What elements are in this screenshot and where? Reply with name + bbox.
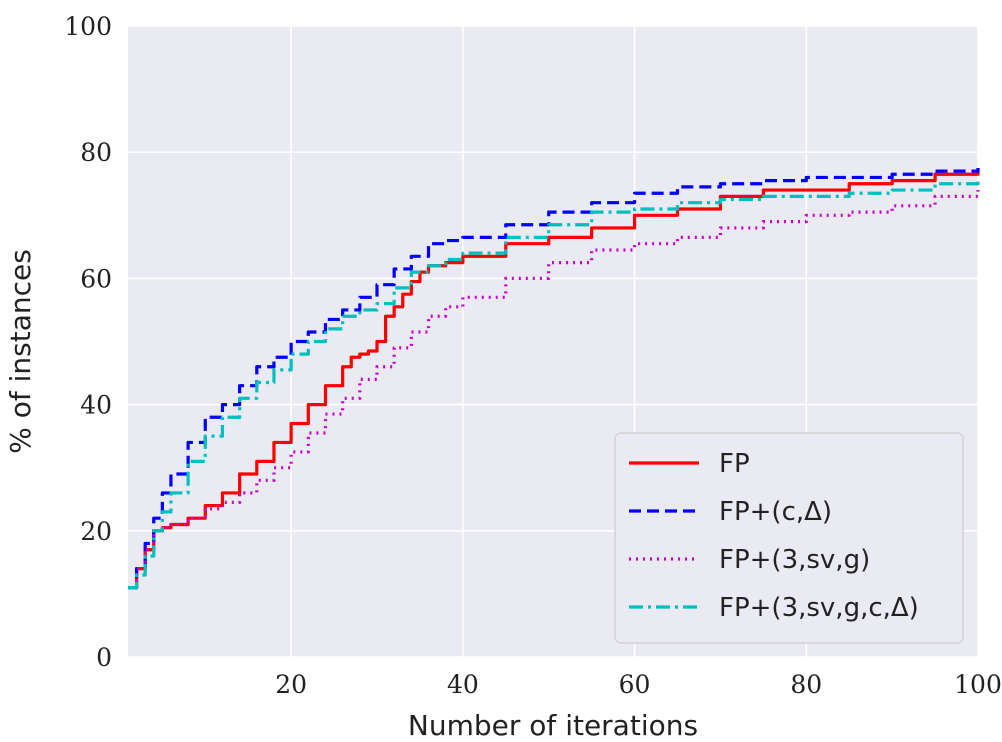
series-line [128,167,980,590]
legend-frame [614,432,964,644]
series-line [128,190,980,590]
grid-lines [128,25,979,658]
x-axis-label: Number of iterations [408,709,698,742]
x-tick-label: 20 [275,670,307,699]
x-tick-label: 60 [619,670,651,699]
y-tick-label: 60 [80,264,112,293]
series-line [128,180,980,590]
x-tick-labels: 20 40 60 80 100 [275,670,1002,699]
y-tick-label: 80 [80,138,112,167]
legend-label: FP+(c,Δ) [719,497,832,527]
y-tick-label: 100 [64,12,112,41]
legend-label: FP+(3,sv,g,c,Δ) [719,593,919,623]
series-layer [128,167,980,590]
y-tick-labels: 0 20 40 60 80 100 [64,12,112,672]
legend-label: FP [719,449,750,479]
y-tick-label: 0 [96,643,112,672]
x-tick-label: 40 [447,670,479,699]
y-tick-label: 20 [80,517,112,546]
legend: FP FP+(c,Δ) FP+(3,sv,g) FP+(3,sv,g,c,Δ) [614,432,964,644]
legend-label: FP+(3,sv,g) [719,545,870,575]
series-line [128,167,980,590]
x-tick-label: 80 [790,670,822,699]
y-tick-label: 40 [80,391,112,420]
y-axis-label: % of instances [4,249,37,454]
x-tick-label: 100 [954,670,1002,699]
